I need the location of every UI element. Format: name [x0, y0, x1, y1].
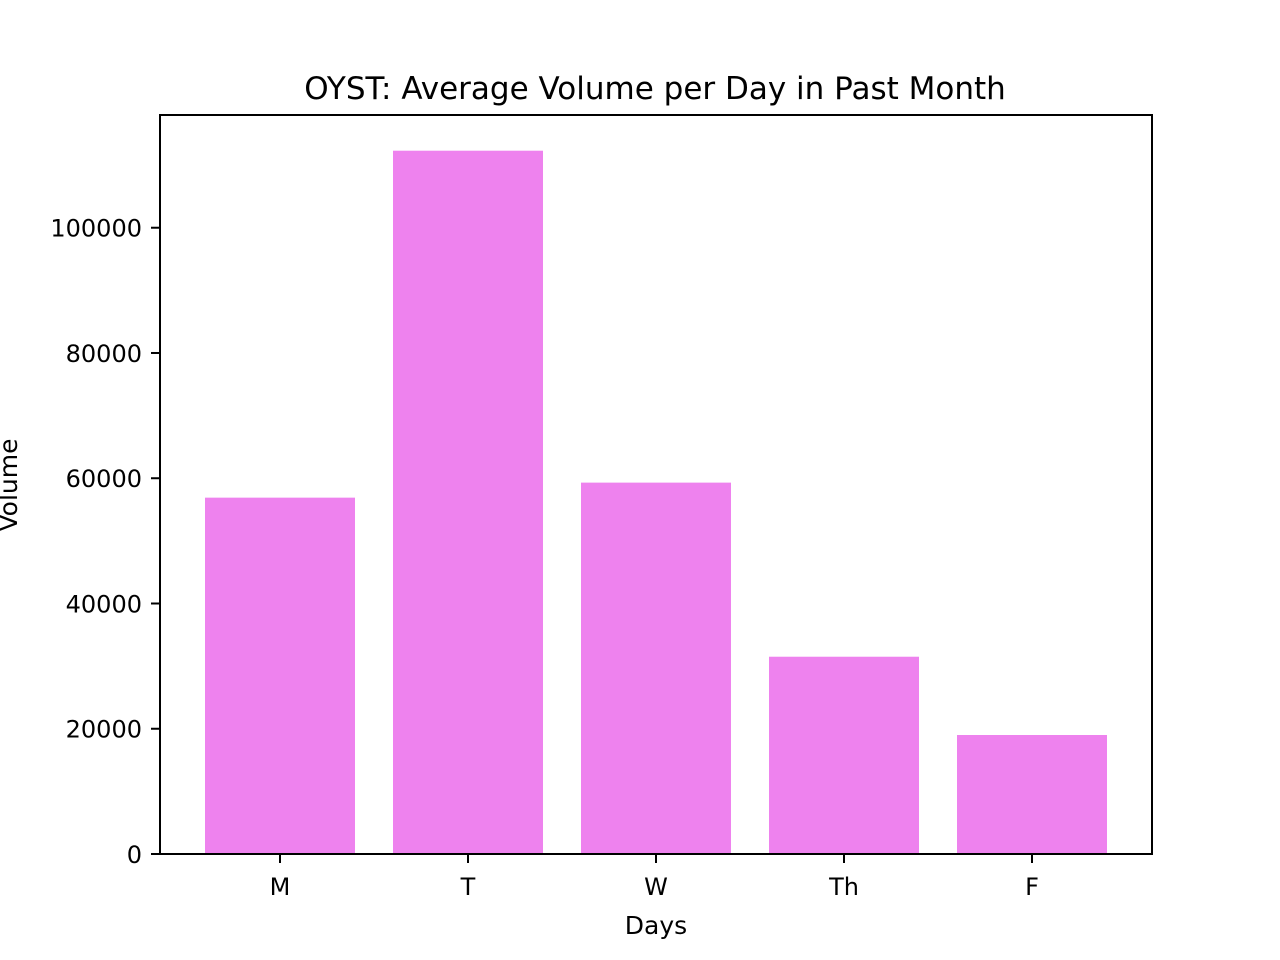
y-tick-label: 80000 — [66, 340, 142, 368]
x-tick-label: T — [460, 873, 476, 901]
bar-t — [393, 150, 543, 855]
y-tick-label: 20000 — [66, 716, 142, 744]
chart-title: OYST: Average Volume per Day in Past Mon… — [304, 71, 1006, 107]
x-tick-label: M — [270, 873, 291, 901]
y-tick-label: 60000 — [66, 465, 142, 493]
y-axis-label: Volume — [0, 439, 23, 532]
plot-frame — [159, 114, 1153, 855]
y-tick-label: 40000 — [66, 590, 142, 618]
bar-th — [769, 656, 919, 854]
bar-f — [957, 735, 1107, 854]
y-tick-label: 100000 — [50, 215, 142, 243]
y-axis-ticks: 0 20000 40000 60000 80000 100000 — [50, 215, 160, 869]
x-axis-ticks: M T W Th F — [270, 854, 1039, 901]
x-tick-label: W — [644, 873, 668, 901]
bars-group — [205, 150, 1107, 855]
x-tick-label: F — [1025, 873, 1039, 901]
bar-w — [581, 482, 731, 854]
x-axis-label: Days — [625, 911, 687, 940]
y-tick-label: 0 — [127, 841, 142, 869]
bar-m — [205, 497, 355, 854]
x-tick-label: Th — [828, 873, 859, 901]
